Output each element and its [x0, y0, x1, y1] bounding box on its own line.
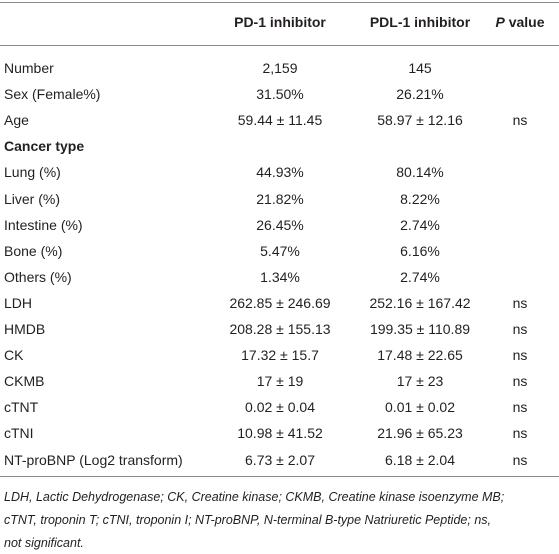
row-label: Number: [4, 60, 54, 76]
p-value: ns: [512, 347, 528, 364]
pd1-value: 5.47%: [260, 242, 300, 259]
p-value: ns: [512, 451, 528, 468]
pdl1-value: 58.97 ± 12.16: [377, 112, 463, 129]
p-value: ns: [512, 294, 528, 311]
pd1-value: 44.93%: [256, 164, 304, 181]
pdl1-value: 252.16 ± 167.42: [369, 294, 471, 311]
row-label: LDH: [4, 294, 33, 311]
pdl1-value: 17.48 ± 22.65: [377, 347, 463, 364]
row-label: Others (%): [4, 268, 72, 285]
footnote-line: LDH, Lactic Dehydrogenase; CK, Creatine …: [4, 490, 505, 504]
row-label: cTNI: [4, 425, 34, 442]
row-label: NT-proBNP (Log2 transform): [4, 451, 183, 468]
footnote-line: not significant.: [4, 536, 84, 550]
header-rule: [0, 45, 559, 46]
section-label: Cancer type: [4, 138, 85, 155]
pd1-value: 6.73 ± 2.07: [245, 451, 315, 468]
pdl1-value: 145: [408, 60, 432, 76]
row-label: Sex (Female%): [4, 86, 101, 103]
pdl1-value: 26.21%: [396, 86, 444, 103]
row-label: Bone (%): [4, 242, 63, 259]
row-label: CK: [4, 347, 24, 364]
footnote-line: cTNT, troponin T; cTNI, troponin I; NT-p…: [4, 513, 491, 527]
p-value: ns: [512, 321, 528, 337]
pd1-value: 0.02 ± 0.04: [245, 399, 315, 416]
pdl1-value: 21.96 ± 65.23: [377, 425, 463, 442]
p-value: ns: [512, 373, 528, 390]
bottom-rule: [0, 476, 559, 477]
pd1-value: 26.45%: [256, 216, 304, 233]
pd1-value: 262.85 ± 246.69: [229, 294, 331, 311]
top-rule: [0, 2, 559, 3]
row-label: Intestine (%): [4, 216, 83, 233]
pd1-value: 1.34%: [260, 268, 300, 285]
p-rest: value: [508, 14, 545, 30]
column-header: PD-1 inhibitor: [234, 14, 326, 30]
row-label: Age: [4, 112, 29, 129]
row-label: CKMB: [4, 373, 45, 390]
row-label: cTNT: [4, 399, 39, 416]
column-header: P value: [495, 13, 545, 31]
row-label: Lung (%): [4, 164, 61, 181]
column-header: PDL-1 inhibitor: [369, 14, 471, 30]
pd1-value: 59.44 ± 11.45: [237, 112, 323, 129]
pdl1-value: 0.01 ± 0.02: [385, 399, 455, 416]
pdl1-value: 17 ± 23: [396, 373, 444, 390]
pd1-value: 31.50%: [256, 86, 304, 103]
pd1-value: 10.98 ± 41.52: [237, 425, 323, 442]
pd1-value: 21.82%: [256, 190, 304, 207]
pdl1-value: 8.22%: [400, 190, 440, 207]
row-label: Liver (%): [4, 190, 61, 207]
pdl1-value: 80.14%: [396, 164, 444, 181]
p-value: ns: [512, 425, 528, 442]
pdl1-value: 2.74%: [400, 268, 440, 285]
p-value: ns: [512, 112, 528, 129]
p-value: ns: [512, 399, 528, 416]
row-label: HMDB: [4, 321, 46, 337]
pdl1-value: 6.18 ± 2.04: [385, 451, 455, 468]
pd1-value: 17 ± 19: [256, 373, 304, 390]
pdl1-value: 6.16%: [400, 242, 440, 259]
pd1-value: 17.32 ± 15.7: [241, 347, 319, 364]
pdl1-value: 199.35 ± 110.89: [369, 321, 471, 337]
pd1-value: 208.28 ± 155.13: [229, 321, 331, 337]
pdl1-value: 2.74%: [400, 216, 440, 233]
pd1-value: 2,159: [262, 60, 298, 76]
p-italic: P: [495, 14, 505, 30]
